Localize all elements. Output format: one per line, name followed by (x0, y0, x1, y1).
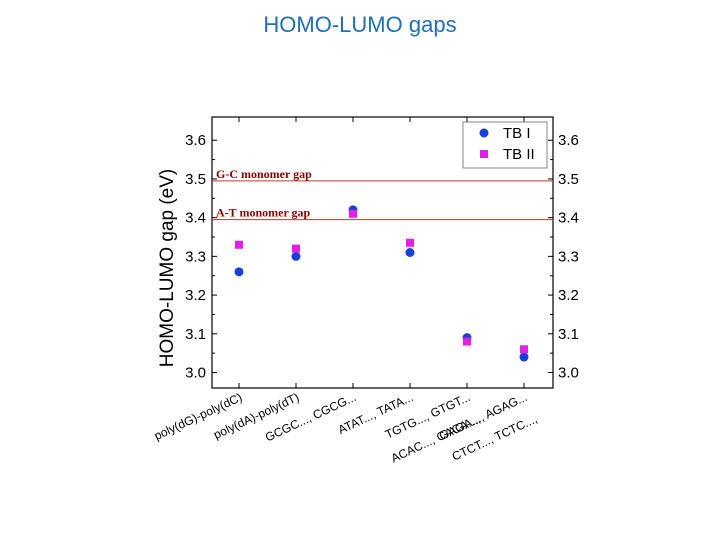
legend-marker (480, 150, 488, 158)
y-tick-label-left: 3.3 (185, 248, 206, 265)
y-tick-label-left: 3.1 (185, 326, 206, 343)
point-tb-ii (463, 337, 471, 346)
point-tb-ii (406, 238, 414, 247)
legend-label: TB II (503, 146, 535, 163)
point-tb-ii (349, 209, 357, 218)
y-axis-label: HOMO-LUMO gap (eV) (157, 169, 178, 367)
y-tick-label-left: 3.4 (185, 210, 206, 227)
reference-label-2: A-T monomer gap (216, 206, 311, 220)
point-tb-i (405, 248, 415, 257)
legend-box (462, 121, 548, 169)
y-tick-label-left: 3.0 (185, 365, 206, 382)
y-tick-label-right: 3.1 (558, 326, 579, 343)
y-axis-right: 3.0 3.1 3.2 3.3 3.4 3.5 3.6 (548, 132, 579, 382)
y-tick-label-right: 3.0 (558, 365, 579, 382)
point-tb-ii (235, 240, 243, 249)
point-tb-i (291, 251, 301, 261)
legend: TB I TB II (462, 121, 548, 169)
point-tb-i (234, 267, 244, 277)
y-tick-label-left: 3.2 (185, 287, 206, 304)
x-axis: poly(dG)-poly(dC)poly(dA)-poly(dT)GCGC..… (152, 117, 539, 465)
y-tick-label-right: 3.6 (558, 132, 579, 149)
point-tb-ii (520, 345, 528, 354)
point-tb-i (519, 352, 529, 362)
y-axis-left: 3.0 3.1 3.2 3.3 3.4 3.5 3.6 (185, 132, 217, 382)
slide-title: HOMO-LUMO gaps (263, 12, 457, 37)
y-tick-label-right: 3.5 (558, 171, 579, 188)
y-tick-label-left: 3.6 (185, 132, 206, 149)
reference-lines: G-C monomer gap A-T monomer gap (212, 167, 553, 221)
y-tick-label-left: 3.5 (185, 171, 206, 188)
data-markers (234, 205, 529, 362)
plot-border (211, 116, 554, 389)
reference-label-1: G-C monomer gap (216, 167, 312, 181)
y-tick-label-right: 3.4 (558, 210, 579, 227)
plot-frame (211, 116, 554, 389)
point-tb-ii (292, 244, 300, 253)
y-tick-label-right: 3.3 (558, 248, 579, 265)
legend-marker (479, 128, 489, 138)
legend-label: TB I (503, 125, 531, 142)
y-tick-label-right: 3.2 (558, 287, 579, 304)
